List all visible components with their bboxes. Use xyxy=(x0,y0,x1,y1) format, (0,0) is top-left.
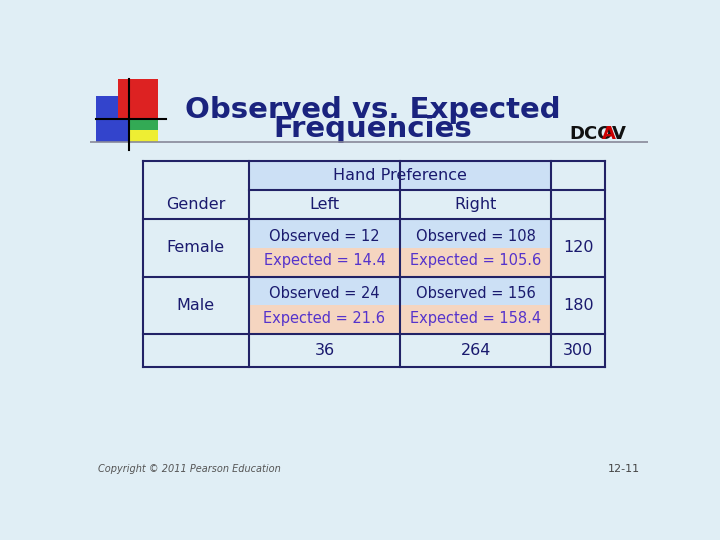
Text: Observed = 24: Observed = 24 xyxy=(269,286,379,301)
Text: Left: Left xyxy=(310,197,340,212)
Text: Observed = 108: Observed = 108 xyxy=(415,228,536,244)
Bar xyxy=(249,248,551,276)
Text: DCOV: DCOV xyxy=(569,125,626,143)
Text: 120: 120 xyxy=(563,240,593,255)
Bar xyxy=(249,306,551,334)
Text: Expected = 14.4: Expected = 14.4 xyxy=(264,253,385,268)
Bar xyxy=(129,130,158,142)
Text: Gender: Gender xyxy=(166,197,225,212)
Text: Hand Preference: Hand Preference xyxy=(333,168,467,183)
Text: Expected = 21.6: Expected = 21.6 xyxy=(264,310,385,326)
Bar xyxy=(249,276,551,306)
Text: Right: Right xyxy=(454,197,497,212)
Text: 300: 300 xyxy=(563,343,593,358)
Text: Observed = 12: Observed = 12 xyxy=(269,228,379,244)
Bar xyxy=(249,161,551,190)
Bar xyxy=(118,79,158,119)
Text: 36: 36 xyxy=(315,343,335,358)
Text: Expected = 158.4: Expected = 158.4 xyxy=(410,310,541,326)
Text: Frequencies: Frequencies xyxy=(274,115,472,143)
Text: Female: Female xyxy=(167,240,225,255)
Text: Expected = 105.6: Expected = 105.6 xyxy=(410,253,541,268)
Text: 264: 264 xyxy=(460,343,491,358)
Text: Observed vs. Expected: Observed vs. Expected xyxy=(185,96,561,124)
Text: 12-11: 12-11 xyxy=(608,464,640,475)
Bar xyxy=(96,96,129,142)
Text: Male: Male xyxy=(176,298,215,313)
Text: Copyright © 2011 Pearson Education: Copyright © 2011 Pearson Education xyxy=(98,464,281,475)
Bar xyxy=(129,103,158,130)
Bar xyxy=(249,219,551,248)
Text: 180: 180 xyxy=(563,298,593,313)
Text: Observed = 156: Observed = 156 xyxy=(415,286,536,301)
Text: A: A xyxy=(601,125,616,143)
